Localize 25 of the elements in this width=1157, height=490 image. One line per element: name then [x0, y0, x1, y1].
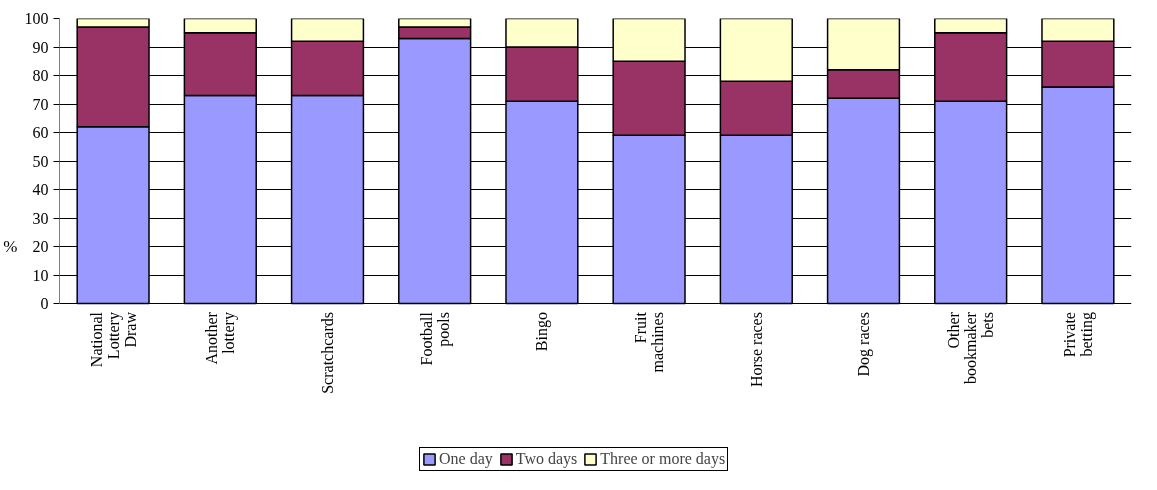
y-tick-label: 20 — [32, 238, 49, 255]
x-tick-label: Private betting — [1060, 312, 1096, 358]
x-tick-label: Scratchcards — [319, 312, 336, 394]
x-tick-label: Another lottery — [203, 311, 239, 365]
y-tick-label: 100 — [24, 10, 49, 27]
legend-label: Two days — [515, 450, 578, 468]
y-tick-label: 90 — [32, 38, 49, 56]
x-tick-label: Dog races — [855, 312, 873, 377]
y-tick-label: 50 — [32, 152, 49, 170]
x-tick-label: Horse races — [747, 312, 765, 388]
y-tick-label: 40 — [32, 181, 49, 198]
x-tick-label: Bingo — [533, 312, 552, 352]
y-axis-title: % — [3, 236, 18, 256]
legend-label: Three or more days — [600, 450, 726, 468]
y-tick-label: 60 — [32, 124, 49, 141]
x-tick-label: Other bookmaker bets — [945, 311, 997, 385]
y-tick-label: 0 — [40, 295, 49, 312]
x-tick-label: National Lottery Draw — [87, 311, 139, 368]
x-tick-label: Fruit machines — [632, 311, 667, 373]
x-tick-label: Football pools — [417, 311, 453, 366]
legend-label: One day — [439, 450, 493, 468]
y-tick-label: 70 — [32, 95, 49, 113]
y-tick-label: 10 — [32, 266, 49, 284]
y-tick-label: 80 — [32, 67, 49, 84]
y-tick-label: 30 — [32, 209, 49, 227]
